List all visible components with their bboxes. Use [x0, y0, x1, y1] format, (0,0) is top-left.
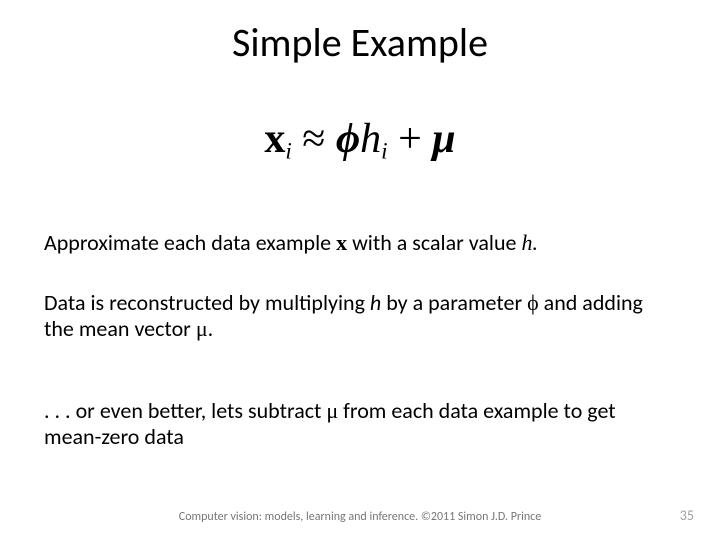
paragraph-1: Approximate each data example x with a s…	[44, 230, 676, 256]
p3-text-a: . . . or even better, lets subtract	[44, 397, 326, 424]
page-title: Simple Example	[0, 18, 720, 67]
equation-mu: μ	[432, 116, 455, 162]
paragraph-3: . . . or even better, lets subtract μ fr…	[44, 398, 676, 450]
slide: Simple Example xi ≈ ϕhi + μ Approximate …	[0, 0, 720, 540]
paragraph-2: Data is reconstructed by multiplying h b…	[44, 290, 676, 342]
p2-text-b: by a parameter	[381, 289, 527, 316]
footer-text: Computer vision: models, learning and in…	[0, 510, 720, 524]
page-number: 35	[680, 507, 694, 524]
p2-mu: μ	[196, 316, 208, 341]
equation-x: x	[264, 116, 285, 162]
main-equation: xi ≈ ϕhi + μ	[0, 118, 720, 163]
equation-h: h	[360, 116, 381, 162]
p1-x: x	[336, 230, 347, 255]
equation-approx: ≈	[302, 116, 325, 162]
p1-h: h.	[521, 230, 538, 255]
equation-x-sub: i	[285, 137, 291, 163]
p1-text-b: with a scalar value	[347, 229, 521, 256]
p3-mu: μ	[326, 398, 338, 423]
equation-plus: +	[398, 116, 422, 162]
p2-text-a: Data is reconstructed by multiplying	[44, 289, 370, 316]
p2-text-d: .	[208, 315, 214, 342]
equation-phi: ϕ	[336, 116, 360, 162]
p1-text-a: Approximate each data example	[44, 229, 336, 256]
p2-phi: ϕ	[527, 290, 539, 315]
equation-h-sub: i	[381, 137, 387, 163]
p2-h: h	[370, 289, 381, 316]
